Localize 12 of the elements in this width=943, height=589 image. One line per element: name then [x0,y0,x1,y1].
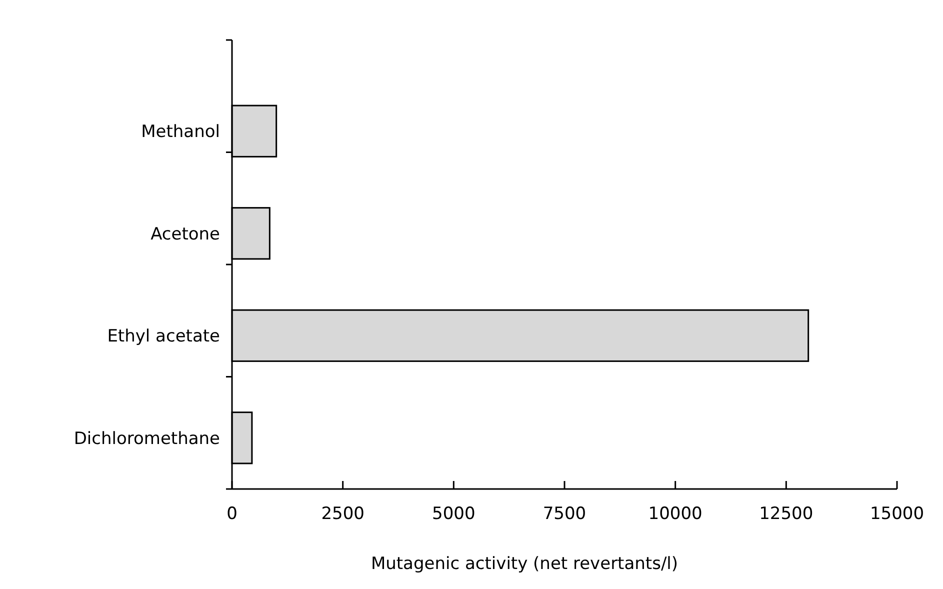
y-tick-label: Methanol [141,122,220,142]
y-tick-label: Ethyl acetate [107,326,220,347]
x-tick-label: 2500 [321,504,364,524]
x-tick-label: 10000 [648,504,702,524]
x-axis-title: Mutagenic activity (net revertants/l) [370,554,678,574]
x-tick-label: 15000 [870,504,924,524]
x-tick-label: 0 [226,504,238,524]
x-tick-label: 7500 [542,504,586,524]
y-tick-label: Dichloromethane [74,428,220,449]
y-tick-label: Acetone [150,224,220,244]
x-tick-label: 5000 [432,504,476,524]
x-tick-label: 12500 [759,504,814,524]
